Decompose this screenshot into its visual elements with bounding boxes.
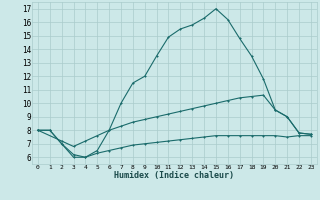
X-axis label: Humidex (Indice chaleur): Humidex (Indice chaleur) [115, 171, 234, 180]
